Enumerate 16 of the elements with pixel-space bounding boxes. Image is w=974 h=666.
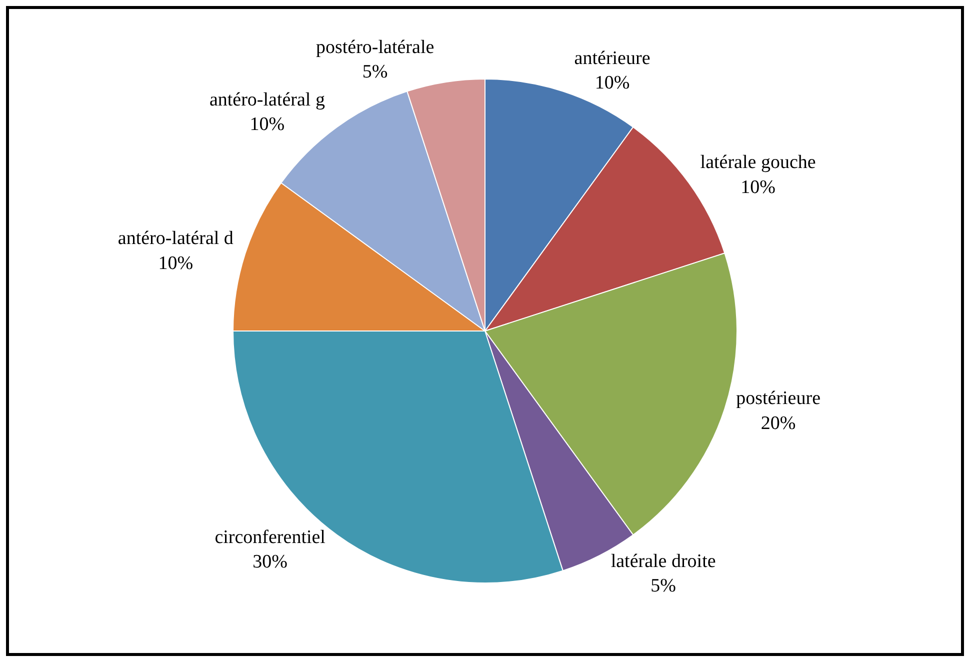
slice-label: latérale droite	[610, 550, 716, 572]
slice-label: circonferentiel	[214, 526, 326, 548]
data-label: 5%	[650, 576, 676, 597]
slice-label: antéro-latéral d	[118, 228, 234, 250]
slice-label: postéro-latérale	[316, 36, 434, 58]
data-label: 20%	[760, 412, 796, 434]
data-label: 5%	[362, 62, 388, 83]
slice-label: postérieure	[736, 388, 820, 410]
data-label: 10%	[740, 176, 776, 198]
data-label: 30%	[252, 552, 288, 573]
data-label: 10%	[250, 114, 285, 136]
data-label: 10%	[594, 72, 630, 94]
slice-label: antéro-latéral g	[209, 89, 326, 110]
data-label: 10%	[158, 252, 194, 274]
slice-label: latérale gouche	[700, 152, 816, 174]
slice-label: antérieure	[574, 48, 650, 69]
